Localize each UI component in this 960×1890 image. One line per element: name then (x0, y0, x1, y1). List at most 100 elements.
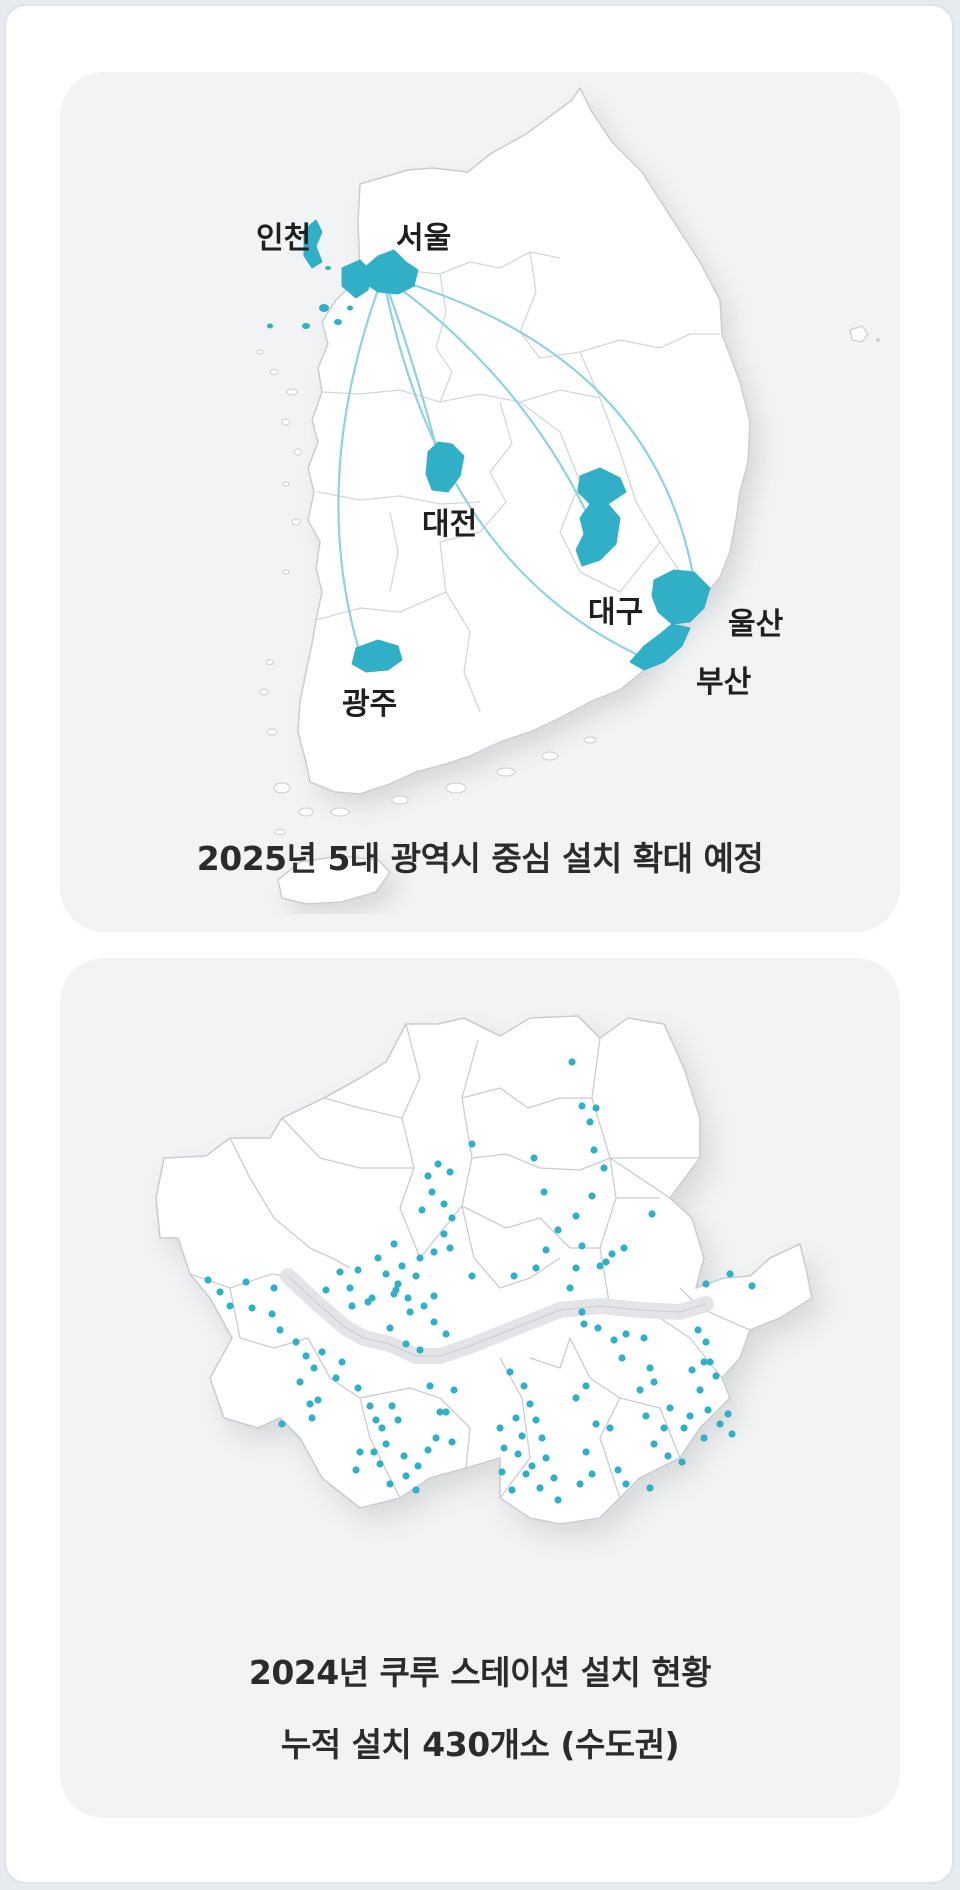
station-dot (646, 1484, 654, 1492)
station-dot (650, 1440, 658, 1448)
station-dot (648, 1210, 656, 1218)
station-dot (440, 1230, 448, 1238)
station-dot (506, 1368, 514, 1376)
station-dot (622, 1330, 630, 1338)
station-dot (650, 1378, 658, 1386)
station-dot (376, 1460, 384, 1468)
station-dot (402, 1472, 410, 1480)
station-dot (578, 1242, 586, 1250)
station-dot (370, 1448, 378, 1456)
daejeon-region (425, 441, 465, 493)
station-dot (248, 1304, 256, 1312)
station-dot (420, 1302, 428, 1310)
korea-mainland (297, 87, 751, 795)
station-dot (440, 1200, 448, 1208)
gwangju-region (351, 639, 403, 673)
station-dot (508, 1486, 516, 1494)
station-dot (226, 1302, 234, 1310)
seoul-map-card: 2024년 쿠루 스테이션 설치 현황 누적 설치 430개소 (수도권) (60, 958, 900, 1818)
station-dot (430, 1248, 438, 1256)
station-dot (614, 1466, 622, 1474)
han-river-edge (287, 1275, 707, 1357)
station-dot (538, 1434, 546, 1442)
station-dot (578, 1102, 586, 1110)
station-dot (382, 1440, 390, 1448)
west-coast-islands (256, 349, 303, 575)
station-dot (582, 1448, 590, 1456)
station-dot (686, 1412, 694, 1420)
station-dot (354, 1384, 362, 1392)
city-label-ulsan: 울산 (728, 607, 784, 642)
city-label-incheon: 인천 (256, 221, 311, 256)
station-dot (706, 1358, 714, 1366)
korea-map-card: 인천 서울 대전 대구 울산 부산 광주 2025년 5대 광역시 중심 설치 … (60, 72, 900, 932)
station-dot (446, 1168, 454, 1176)
korea-map-caption: 2025년 5대 광역시 중심 설치 확대 예정 (196, 839, 764, 878)
station-dot (270, 1284, 278, 1292)
station-dot (204, 1276, 212, 1284)
station-dot (554, 1226, 562, 1234)
station-dot (386, 1480, 394, 1488)
station-dot (700, 1358, 708, 1366)
station-dot (322, 1286, 330, 1294)
station-dot (406, 1308, 414, 1316)
station-dot (216, 1288, 224, 1296)
ulleung-island (849, 325, 869, 343)
station-dot (532, 1264, 540, 1272)
busan-region (629, 623, 691, 671)
station-dot (352, 1466, 360, 1474)
station-dot (388, 1402, 396, 1410)
station-dot (310, 1364, 318, 1372)
station-dot (424, 1446, 432, 1454)
dokdo-island (876, 338, 880, 342)
station-dot (642, 1412, 650, 1420)
station-dot (536, 1484, 544, 1492)
station-dot (518, 1432, 526, 1440)
south-coast-islands (259, 659, 597, 836)
station-dot (646, 1364, 654, 1372)
station-dot (712, 1372, 720, 1380)
station-dot (550, 1474, 558, 1482)
station-dot (588, 1192, 596, 1200)
station-dot (572, 1264, 580, 1272)
station-dot (522, 1470, 530, 1478)
station-dot (426, 1382, 434, 1390)
station-dot (424, 1172, 432, 1180)
station-dot (580, 1320, 588, 1328)
station-dot (430, 1318, 438, 1326)
station-dot (392, 1286, 400, 1294)
station-dot (314, 1396, 322, 1404)
station-dot (728, 1430, 736, 1438)
station-dot (512, 1414, 520, 1422)
station-dot (620, 1244, 628, 1252)
station-dot (592, 1420, 600, 1428)
station-dot (600, 1164, 608, 1172)
station-dot (566, 1284, 574, 1292)
station-dot (666, 1404, 674, 1412)
station-dot (596, 1262, 604, 1270)
station-dot (276, 1326, 284, 1334)
station-dot (398, 1262, 406, 1270)
station-dot (428, 1188, 436, 1196)
station-dot (586, 1118, 594, 1126)
station-dot (354, 1266, 362, 1274)
station-dot (610, 1336, 618, 1344)
station-dot (660, 1424, 668, 1432)
station-dot (346, 1284, 354, 1292)
station-dot (432, 1434, 440, 1442)
station-dot (576, 1480, 584, 1488)
station-dot (382, 1270, 390, 1278)
station-dot (618, 1354, 626, 1362)
station-dot (412, 1272, 420, 1280)
district-borders (189, 1023, 751, 1499)
station-dot (308, 1414, 316, 1422)
station-dot (554, 1496, 562, 1504)
city-label-busan: 부산 (696, 665, 752, 700)
station-dot (520, 1382, 528, 1390)
station-dot (446, 1244, 454, 1252)
station-dot (542, 1246, 550, 1254)
station-dot (542, 1454, 550, 1462)
seoul-map (155, 1015, 813, 1525)
station-dot (572, 1394, 580, 1402)
station-dot (436, 1408, 444, 1416)
